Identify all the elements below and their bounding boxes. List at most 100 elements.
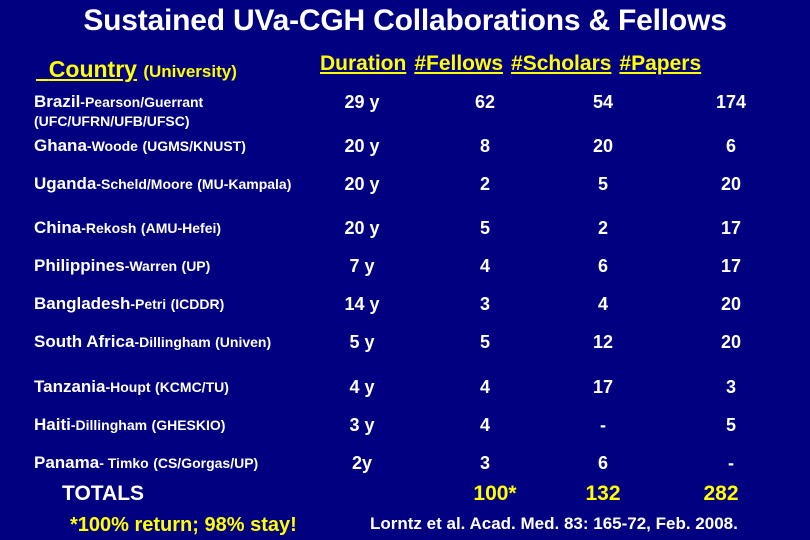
fellows-cell: 3 xyxy=(479,453,490,473)
scholars-cell: 6 xyxy=(597,256,608,276)
country-cell: Ghana-Woode (UGMS/KNUST) xyxy=(34,136,314,156)
lead-investigator: - Timko xyxy=(99,455,149,471)
header-university-label: (University) xyxy=(143,62,237,81)
header-columns: Duration #Fellows #Scholars #Papers xyxy=(320,52,709,76)
papers-cell: 6 xyxy=(725,136,736,156)
papers-cell: 17 xyxy=(720,218,742,238)
country-name: Panama xyxy=(34,453,100,472)
duration-cell: 20 y xyxy=(344,136,380,156)
scholars-cell: 12 xyxy=(592,332,614,352)
institution: (AMU-Hefei) xyxy=(140,220,222,236)
country-cell: China-Rekosh (AMU-Hefei) xyxy=(34,218,314,238)
duration-cell: 20 y xyxy=(344,174,380,194)
country-name: Brazil xyxy=(34,92,81,111)
institution: (Univen) xyxy=(215,334,272,350)
country-cell: Bangladesh-Petri (ICDDR) xyxy=(34,294,314,314)
fellows-cell: 5 xyxy=(479,332,490,352)
fellows-cell: 5 xyxy=(479,218,490,238)
table-row: Brazil-Pearson/Guerrant (UFC/UFRN/UFB/UF… xyxy=(0,92,810,129)
totals-papers: 282 xyxy=(703,482,739,505)
citation: Lorntz et al. Acad. Med. 83: 165-72, Feb… xyxy=(370,514,738,533)
institution: (UFC/UFRN/UFB/UFSC) xyxy=(34,113,190,129)
institution: (ICDDR) xyxy=(170,296,225,312)
lead-investigator: -Scheld/Moore xyxy=(96,176,193,192)
header-papers: #Papers xyxy=(619,52,702,75)
fellows-cell: 4 xyxy=(479,256,490,276)
lead-investigator: -Petri xyxy=(130,296,167,312)
duration-cell: 29 y xyxy=(344,92,380,112)
country-cell: Panama- Timko (CS/Gorgas/UP) xyxy=(34,453,314,473)
duration-cell: 4 y xyxy=(349,377,375,397)
country-cell: Philippines-Warren (UP) xyxy=(34,256,314,276)
scholars-cell: - xyxy=(600,415,606,435)
footnote: *100% return; 98% stay! xyxy=(70,514,297,536)
table-row: South Africa-Dillingham (Univen) 5 y 5 12 20 xyxy=(0,332,810,362)
scholars-cell: 4 xyxy=(597,294,608,314)
country-name: Bangladesh xyxy=(34,294,131,313)
institution: (UP) xyxy=(181,258,211,274)
table-row: China-Rekosh (AMU-Hefei) 20 y 5 2 17 xyxy=(0,218,810,248)
lead-investigator: -Rekosh xyxy=(81,220,137,236)
institution: (UGMS/KNUST) xyxy=(142,138,246,154)
fellows-cell: 3 xyxy=(479,294,490,314)
scholars-cell: 5 xyxy=(597,174,608,194)
slide-title: Sustained UVa-CGH Collaborations & Fello… xyxy=(83,4,727,37)
lead-investigator: -Dillingham xyxy=(70,417,148,433)
papers-cell: 3 xyxy=(725,377,736,397)
header-fellows: #Fellows xyxy=(414,52,504,75)
country-name: Uganda xyxy=(34,174,97,193)
country-name: Philippines xyxy=(34,256,125,275)
table-row: Bangladesh-Petri (ICDDR) 14 y 3 4 20 xyxy=(0,294,810,324)
fellows-cell: 4 xyxy=(479,415,490,435)
country-cell: Brazil-Pearson/Guerrant (UFC/UFRN/UFB/UF… xyxy=(34,92,314,131)
header-country-label: Country xyxy=(48,56,137,82)
scholars-cell: 20 xyxy=(592,136,614,156)
institution: (GHESKIO) xyxy=(151,417,226,433)
duration-cell: 14 y xyxy=(344,294,380,314)
institution: (KCMC/TU) xyxy=(155,379,229,395)
header-country-underline-pad xyxy=(36,56,49,82)
papers-cell: 20 xyxy=(720,174,742,194)
table-row: Uganda-Scheld/Moore (MU-Kampala) 20 y 2 5 20 xyxy=(0,174,810,204)
scholars-cell: 17 xyxy=(592,377,614,397)
header-scholars: #Scholars xyxy=(511,52,612,75)
table-row: Tanzania-Houpt (KCMC/TU) 4 y 4 17 3 xyxy=(0,377,810,407)
totals-label: TOTALS xyxy=(62,482,145,505)
header-duration: Duration xyxy=(320,52,407,75)
lead-investigator: -Dillingham xyxy=(134,334,211,350)
duration-cell: 5 y xyxy=(349,332,375,352)
duration-cell: 3 y xyxy=(349,415,375,435)
table-row: Philippines-Warren (UP) 7 y 4 6 17 xyxy=(0,256,810,286)
country-name: China xyxy=(34,218,82,237)
duration-cell: 7 y xyxy=(349,256,375,276)
fellows-cell: 2 xyxy=(479,174,490,194)
country-name: South Africa xyxy=(34,332,135,351)
country-cell: Uganda-Scheld/Moore (MU-Kampala) xyxy=(34,174,314,194)
papers-cell: - xyxy=(728,453,734,473)
fellows-cell: 4 xyxy=(479,377,490,397)
country-name: Ghana xyxy=(34,136,87,155)
duration-cell: 2y xyxy=(351,453,373,473)
table-row: Panama- Timko (CS/Gorgas/UP) 2y 3 6 - xyxy=(0,453,810,483)
country-name: Tanzania xyxy=(34,377,106,396)
papers-cell: 5 xyxy=(725,415,736,435)
scholars-cell: 54 xyxy=(592,92,614,112)
lead-investigator: -Warren xyxy=(124,258,178,274)
scholars-cell: 2 xyxy=(597,218,608,238)
fellows-cell: 62 xyxy=(474,92,496,112)
institution: (MU-Kampala) xyxy=(197,176,292,192)
lead-investigator: -Woode xyxy=(86,138,138,154)
scholars-cell: 6 xyxy=(597,453,608,473)
papers-cell: 174 xyxy=(715,92,747,112)
institution: (CS/Gorgas/UP) xyxy=(153,455,259,471)
country-cell: South Africa-Dillingham (Univen) xyxy=(34,332,314,352)
duration-cell: 20 y xyxy=(344,218,380,238)
papers-cell: 20 xyxy=(720,294,742,314)
papers-cell: 20 xyxy=(720,332,742,352)
lead-investigator: -Pearson/Guerrant xyxy=(80,94,204,110)
papers-cell: 17 xyxy=(720,256,742,276)
totals-scholars: 132 xyxy=(585,482,621,505)
country-name: Haiti xyxy=(34,415,71,434)
header-country: Country (University) xyxy=(36,56,237,83)
fellows-cell: 8 xyxy=(479,136,490,156)
